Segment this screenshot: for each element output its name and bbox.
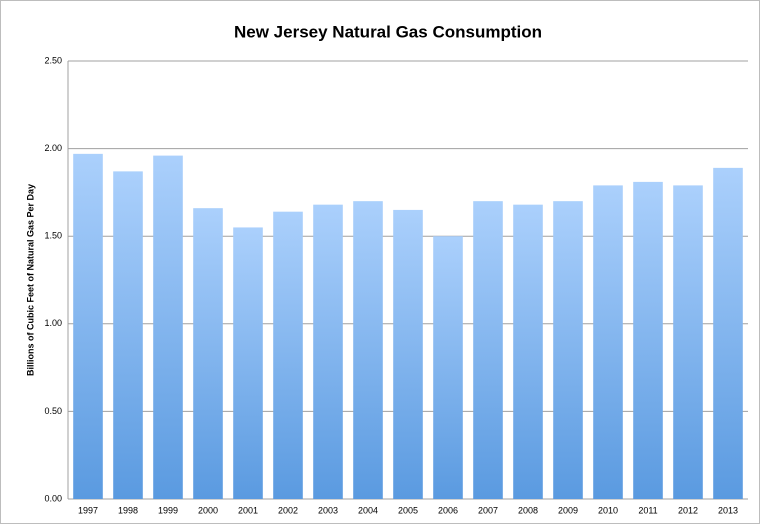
- bar: [433, 236, 463, 499]
- x-tick-label: 2008: [518, 505, 538, 515]
- x-tick-label: 2012: [678, 505, 698, 515]
- bar: [513, 204, 543, 499]
- x-tick-label: 1997: [78, 505, 98, 515]
- bar: [193, 208, 223, 499]
- x-tick-label: 2000: [198, 505, 218, 515]
- x-tick-label: 2010: [598, 505, 618, 515]
- y-axis-label: Billions of Cubic Feet of Natural Gas Pe…: [25, 184, 35, 376]
- bar: [633, 181, 663, 499]
- x-tick-label: 2009: [558, 505, 578, 515]
- x-tick-label: 2013: [718, 505, 738, 515]
- bar: [353, 201, 383, 499]
- bar: [673, 185, 703, 499]
- y-tick-label: 0.50: [44, 406, 62, 416]
- bar: [113, 171, 143, 499]
- bar: [313, 204, 343, 499]
- x-tick-label: 2006: [438, 505, 458, 515]
- y-tick-label: 2.50: [44, 55, 62, 65]
- bar: [593, 185, 623, 499]
- x-tick-label: 2007: [478, 505, 498, 515]
- bar: [73, 153, 103, 499]
- x-tick-label: 2005: [398, 505, 418, 515]
- bar: [233, 227, 263, 499]
- y-tick-label: 2.00: [44, 143, 62, 153]
- bar: [553, 201, 583, 499]
- x-tick-label: 1999: [158, 505, 178, 515]
- bar: [473, 201, 503, 499]
- x-tick-label: 2002: [278, 505, 298, 515]
- y-tick-label: 1.00: [44, 318, 62, 328]
- x-tick-label: 2001: [238, 505, 258, 515]
- x-tick-label: 2004: [358, 505, 378, 515]
- x-tick-label: 2003: [318, 505, 338, 515]
- y-tick-label: 1.50: [44, 231, 62, 241]
- x-tick-label: 1998: [118, 505, 138, 515]
- x-tick-label: 2011: [638, 505, 657, 515]
- bar: [713, 167, 743, 499]
- y-tick-label: 0.00: [44, 493, 62, 503]
- bar: [153, 155, 183, 499]
- bar: [393, 209, 423, 500]
- bar: [273, 211, 303, 499]
- chart-title: New Jersey Natural Gas Consumption: [234, 22, 542, 41]
